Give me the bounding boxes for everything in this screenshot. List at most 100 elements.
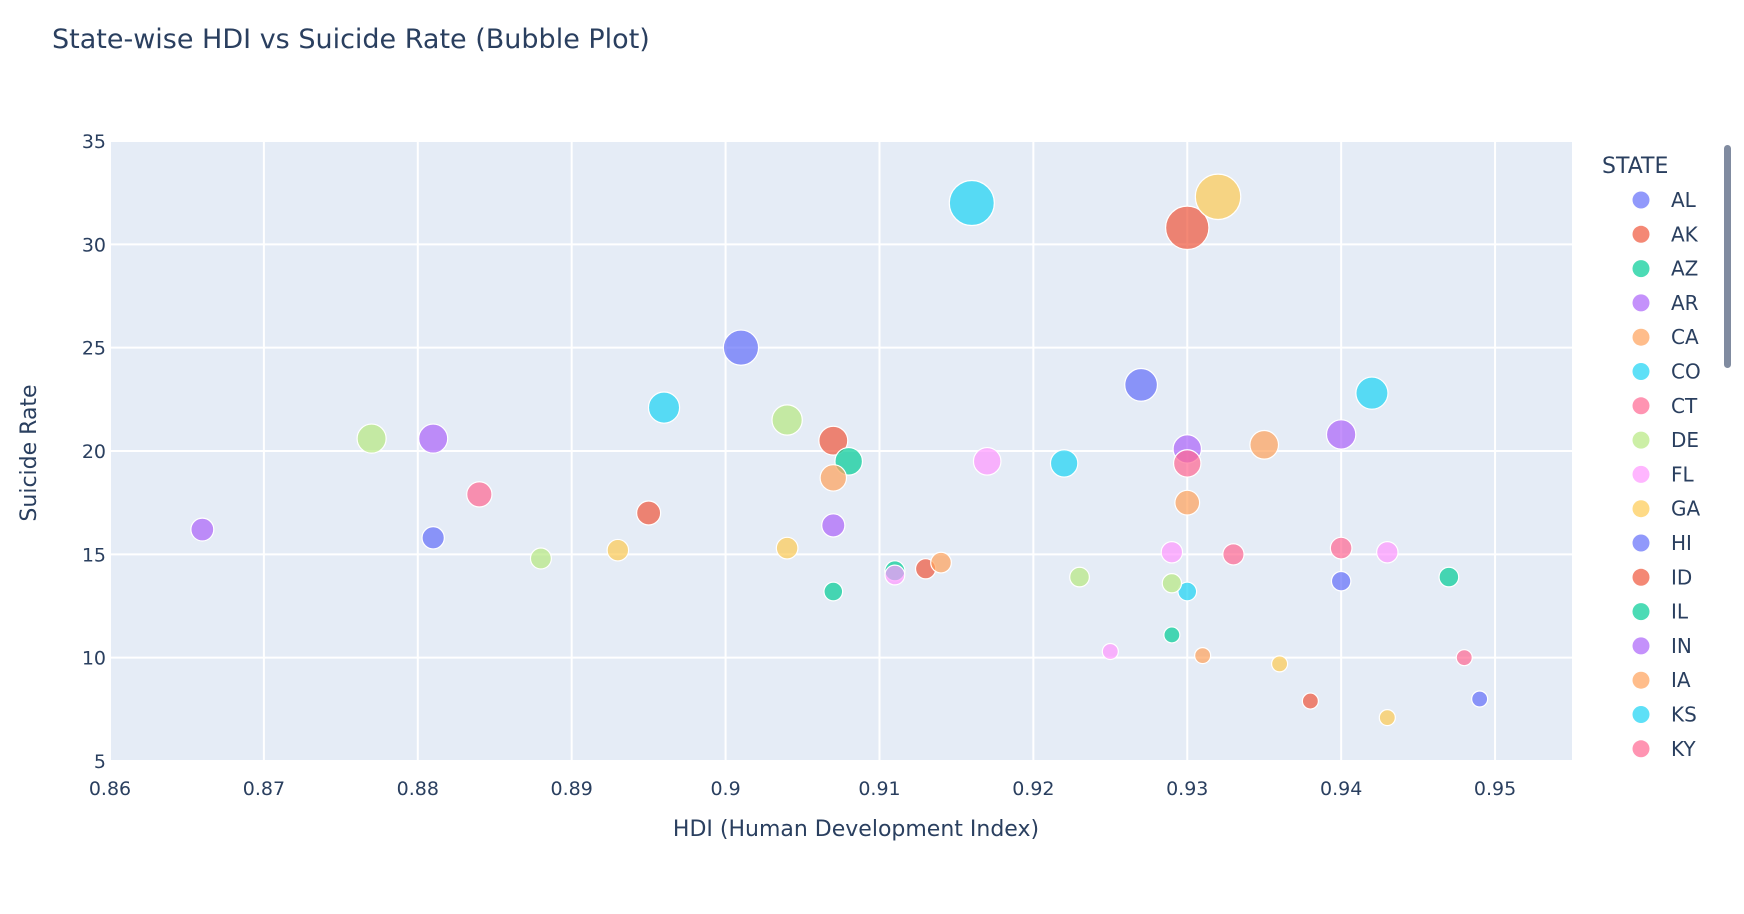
legend-item-il[interactable]: IL: [1632, 600, 1689, 624]
legend-item-ak[interactable]: AK: [1632, 222, 1699, 246]
legend-label: IL: [1671, 600, 1689, 624]
bubble-al[interactable]: [722, 329, 760, 366]
bubble-ca[interactable]: [930, 551, 952, 574]
bubble-de[interactable]: [1069, 566, 1090, 588]
bubble-de[interactable]: [1161, 573, 1183, 594]
legend-item-ar[interactable]: AR: [1632, 291, 1699, 315]
bubble-ga[interactable]: [1270, 655, 1289, 673]
legend-item-hi[interactable]: HI: [1632, 531, 1692, 555]
legend-item-id[interactable]: ID: [1632, 565, 1693, 589]
legend-label: CO: [1671, 360, 1701, 384]
x-tick-label: 0.89: [551, 778, 593, 800]
legend-item-de[interactable]: DE: [1632, 428, 1700, 452]
legend-marker: [1632, 431, 1650, 449]
y-tick-label: 25: [82, 338, 106, 360]
legend-item-ca[interactable]: CA: [1632, 325, 1699, 349]
legend-items[interactable]: AL AK AZ AR CA CO CT DE FL GA HI ID IL IN IA KS KY: [1632, 188, 1701, 761]
y-axis-ticks: 5 10 15 20 25 30 35: [82, 131, 106, 773]
legend-label: IN: [1671, 634, 1692, 658]
bubble-ar[interactable]: [821, 513, 846, 538]
bubble-al[interactable]: [1471, 690, 1489, 708]
legend-marker: [1632, 225, 1650, 243]
legend-marker: [1632, 191, 1650, 209]
x-tick-label: 0.92: [1012, 778, 1054, 800]
legend-item-ia[interactable]: IA: [1632, 668, 1691, 692]
x-axis-label: HDI (Human Development Index): [673, 817, 1039, 842]
bubble-ar[interactable]: [418, 423, 449, 454]
bubble-fl[interactable]: [1160, 540, 1184, 564]
legend-item-in[interactable]: IN: [1632, 634, 1692, 658]
bubble-ga[interactable]: [775, 536, 799, 560]
bubble-az[interactable]: [1438, 566, 1460, 588]
y-tick-label: 10: [82, 648, 106, 670]
bubble-ct[interactable]: [1172, 449, 1202, 478]
legend-marker: [1632, 740, 1650, 758]
bubble-ca[interactable]: [1249, 429, 1280, 460]
bubble-az[interactable]: [1163, 626, 1181, 644]
bubble-de[interactable]: [771, 404, 803, 436]
legend-label: AL: [1671, 188, 1697, 212]
bubble-co[interactable]: [1049, 449, 1079, 478]
x-tick-label: 0.87: [243, 778, 285, 800]
legend-item-al[interactable]: AL: [1632, 188, 1697, 212]
bubble-ak[interactable]: [818, 425, 849, 456]
legend-item-ks[interactable]: KS: [1632, 703, 1697, 727]
bubble-ca[interactable]: [1174, 489, 1201, 516]
legend-label: ID: [1671, 565, 1692, 589]
x-tick-label: 0.91: [858, 778, 900, 800]
bubble-ak[interactable]: [1301, 692, 1319, 710]
bubble-ar[interactable]: [190, 517, 215, 542]
legend-marker: [1632, 603, 1650, 621]
legend[interactable]: STATE AL AK AZ AR CA CO CT DE FL GA HI ID IL IN IA KS KY: [1602, 145, 1731, 761]
bubble-fl[interactable]: [1101, 642, 1119, 661]
legend-label: AR: [1671, 291, 1699, 315]
x-tick-label: 0.93: [1166, 778, 1208, 800]
legend-label: KS: [1671, 703, 1697, 727]
legend-marker: [1632, 706, 1650, 723]
bubble-ct[interactable]: [1329, 536, 1353, 560]
bubble-ga[interactable]: [1194, 173, 1242, 221]
bubble-co[interactable]: [1177, 581, 1198, 602]
legend-label: IA: [1671, 668, 1691, 692]
bubble-de[interactable]: [529, 547, 552, 570]
bubble-al[interactable]: [1330, 570, 1352, 592]
bubble-co[interactable]: [647, 391, 681, 424]
legend-label: AK: [1671, 222, 1699, 246]
y-tick-label: 35: [82, 131, 106, 153]
legend-title: STATE: [1602, 154, 1668, 179]
legend-item-az[interactable]: AZ: [1632, 257, 1699, 281]
bubble-ct[interactable]: [466, 481, 493, 508]
legend-item-ga[interactable]: GA: [1632, 497, 1701, 521]
bubble-ct[interactable]: [1222, 543, 1245, 566]
y-tick-label: 15: [82, 544, 106, 566]
bubble-ak[interactable]: [636, 500, 662, 526]
y-axis-label: Suicide Rate: [17, 384, 42, 521]
bubble-ca[interactable]: [1194, 646, 1212, 665]
bubble-fl[interactable]: [972, 446, 1002, 476]
bubble-ga[interactable]: [606, 538, 630, 562]
bubble-az[interactable]: [823, 581, 844, 602]
bubble-ga[interactable]: [1378, 708, 1396, 727]
bubble-al[interactable]: [1124, 367, 1159, 402]
legend-item-ct[interactable]: CT: [1632, 394, 1698, 418]
bubble-ca[interactable]: [819, 464, 848, 492]
legend-label: DE: [1671, 428, 1699, 452]
y-tick-label: 5: [94, 751, 106, 773]
bubble-ar[interactable]: [1325, 419, 1357, 450]
bubble-ak[interactable]: [1165, 205, 1210, 251]
legend-marker: [1632, 671, 1650, 689]
chart-title: State-wise HDI vs Suicide Rate (Bubble P…: [52, 24, 650, 55]
bubble-de[interactable]: [356, 423, 387, 454]
legend-scrollbar[interactable]: [1724, 145, 1731, 368]
bubble-fl[interactable]: [1376, 540, 1399, 564]
bubble-ct[interactable]: [1455, 649, 1473, 667]
bubble-co[interactable]: [1355, 376, 1389, 410]
legend-item-fl[interactable]: FL: [1632, 462, 1695, 486]
legend-item-co[interactable]: CO: [1632, 360, 1701, 384]
bubble-co[interactable]: [948, 179, 995, 227]
legend-label: AZ: [1671, 257, 1698, 281]
bubble-al[interactable]: [421, 526, 445, 550]
bubble-fl[interactable]: [884, 564, 906, 586]
legend-item-ky[interactable]: KY: [1632, 737, 1697, 761]
y-tick-label: 30: [82, 234, 106, 256]
